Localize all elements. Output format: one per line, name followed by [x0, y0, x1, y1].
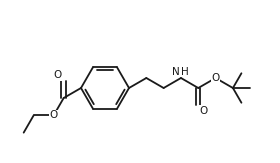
Text: O: O	[50, 110, 58, 120]
Text: O: O	[211, 73, 220, 83]
Text: O: O	[199, 106, 207, 116]
Text: H: H	[181, 67, 189, 77]
Text: O: O	[53, 70, 62, 80]
Text: N: N	[172, 67, 180, 77]
